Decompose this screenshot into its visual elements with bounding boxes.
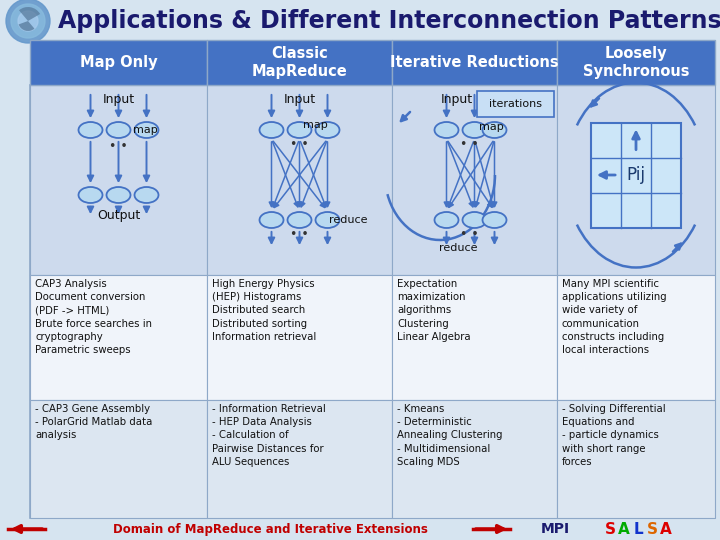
Ellipse shape: [462, 212, 487, 228]
FancyBboxPatch shape: [392, 85, 557, 275]
FancyBboxPatch shape: [207, 85, 392, 275]
Text: Applications & Different Interconnection Patterns: Applications & Different Interconnection…: [58, 9, 720, 33]
Ellipse shape: [287, 122, 312, 138]
Text: S: S: [605, 522, 616, 537]
FancyBboxPatch shape: [557, 85, 715, 275]
Circle shape: [6, 0, 50, 43]
Wedge shape: [19, 7, 40, 21]
Text: iterations: iterations: [488, 99, 541, 109]
Text: - Solving Differential
Equations and
- particle dynamics
with short range
forces: - Solving Differential Equations and - p…: [562, 404, 665, 467]
FancyBboxPatch shape: [207, 40, 392, 85]
Text: Input: Input: [284, 93, 315, 106]
Text: • •: • •: [109, 139, 128, 152]
Ellipse shape: [259, 212, 284, 228]
FancyBboxPatch shape: [30, 400, 207, 518]
FancyBboxPatch shape: [0, 0, 720, 40]
Ellipse shape: [315, 122, 340, 138]
Text: S: S: [647, 522, 657, 537]
Text: Many MPI scientific
applications utilizing
wide variety of
communication
constru: Many MPI scientific applications utilizi…: [562, 279, 667, 355]
FancyBboxPatch shape: [30, 85, 207, 275]
Text: map: map: [480, 122, 504, 132]
Ellipse shape: [78, 187, 102, 203]
Wedge shape: [19, 21, 35, 31]
Text: A: A: [618, 522, 630, 537]
Text: Expectation
maximization
algorithms
Clustering
Linear Algebra: Expectation maximization algorithms Clus…: [397, 279, 471, 342]
FancyBboxPatch shape: [30, 85, 715, 518]
Ellipse shape: [482, 212, 506, 228]
Text: Iterative Reductions: Iterative Reductions: [390, 55, 559, 70]
Text: - Information Retrieval
- HEP Data Analysis
- Calculation of
Pairwise Distances : - Information Retrieval - HEP Data Analy…: [212, 404, 325, 467]
FancyBboxPatch shape: [30, 275, 207, 400]
Text: map: map: [302, 120, 328, 130]
Text: L: L: [633, 522, 643, 537]
Text: Classic
MapReduce: Classic MapReduce: [251, 46, 347, 79]
Circle shape: [18, 11, 38, 31]
Ellipse shape: [107, 122, 130, 138]
Text: Input: Input: [102, 93, 135, 106]
Text: • •: • •: [290, 227, 309, 240]
Text: CAP3 Analysis
Document conversion
(PDF -> HTML)
Brute force searches in
cryptogr: CAP3 Analysis Document conversion (PDF -…: [35, 279, 152, 355]
FancyBboxPatch shape: [557, 275, 715, 400]
Text: Domain of MapReduce and Iterative Extensions: Domain of MapReduce and Iterative Extens…: [112, 523, 428, 536]
Ellipse shape: [462, 122, 487, 138]
FancyBboxPatch shape: [207, 400, 392, 518]
Text: A: A: [660, 522, 672, 537]
Ellipse shape: [78, 122, 102, 138]
Text: reduce: reduce: [439, 243, 478, 253]
Text: • •: • •: [460, 227, 479, 240]
Ellipse shape: [135, 122, 158, 138]
Ellipse shape: [135, 187, 158, 203]
FancyBboxPatch shape: [207, 275, 392, 400]
FancyBboxPatch shape: [392, 40, 557, 85]
Text: map: map: [132, 125, 157, 135]
Ellipse shape: [259, 122, 284, 138]
FancyBboxPatch shape: [392, 400, 557, 518]
Circle shape: [11, 4, 45, 38]
Ellipse shape: [107, 187, 130, 203]
Text: Loosely
Synchronous: Loosely Synchronous: [582, 46, 689, 79]
Ellipse shape: [315, 212, 340, 228]
FancyBboxPatch shape: [477, 91, 554, 117]
FancyBboxPatch shape: [591, 123, 681, 227]
Text: Pij: Pij: [626, 166, 646, 184]
FancyBboxPatch shape: [557, 40, 715, 85]
Ellipse shape: [434, 122, 459, 138]
Ellipse shape: [482, 122, 506, 138]
Text: • •: • •: [460, 138, 479, 152]
Text: High Energy Physics
(HEP) Histograms
Distributed search
Distributed sorting
Info: High Energy Physics (HEP) Histograms Dis…: [212, 279, 316, 342]
Text: Input: Input: [441, 93, 472, 106]
Text: • •: • •: [290, 138, 309, 152]
Text: Map Only: Map Only: [80, 55, 157, 70]
Text: MPI: MPI: [541, 522, 570, 536]
Text: Output: Output: [97, 208, 140, 221]
Text: - Kmeans
- Deterministic
Annealing Clustering
- Multidimensional
Scaling MDS: - Kmeans - Deterministic Annealing Clust…: [397, 404, 503, 467]
FancyBboxPatch shape: [392, 275, 557, 400]
FancyBboxPatch shape: [557, 400, 715, 518]
Text: - CAP3 Gene Assembly
- PolarGrid Matlab data
analysis: - CAP3 Gene Assembly - PolarGrid Matlab …: [35, 404, 153, 441]
Text: reduce: reduce: [330, 215, 368, 225]
FancyBboxPatch shape: [30, 40, 207, 85]
Ellipse shape: [287, 212, 312, 228]
Ellipse shape: [434, 212, 459, 228]
